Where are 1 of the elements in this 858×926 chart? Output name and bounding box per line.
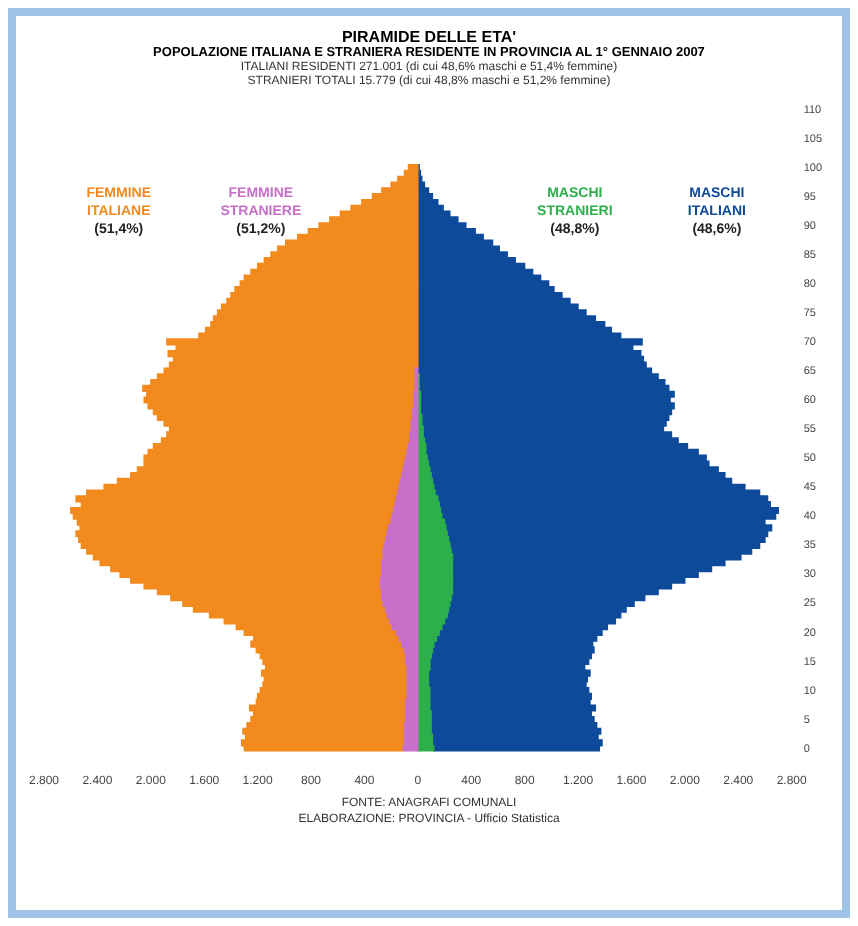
chart-title: PIRAMIDE DELLE ETA' <box>339 28 519 47</box>
